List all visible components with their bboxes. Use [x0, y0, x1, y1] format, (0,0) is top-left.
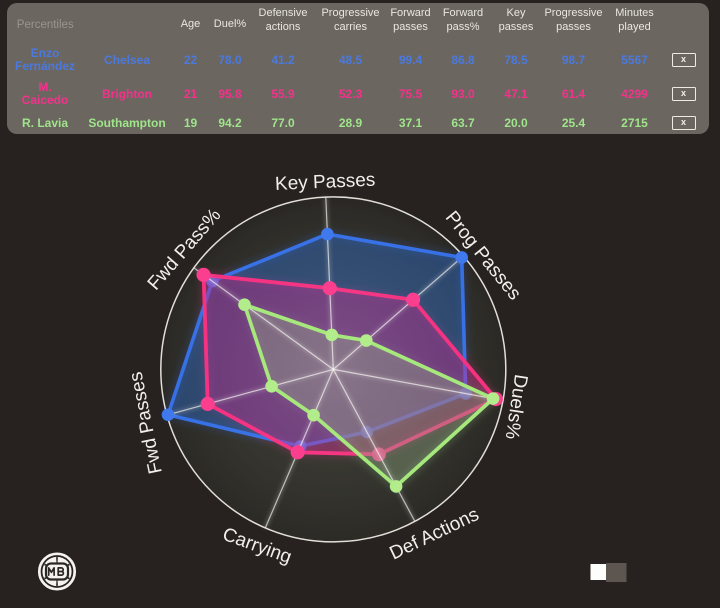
svg-text:Key Passes: Key Passes: [275, 170, 376, 195]
svg-text:Fwd Passes: Fwd Passes: [126, 370, 167, 476]
